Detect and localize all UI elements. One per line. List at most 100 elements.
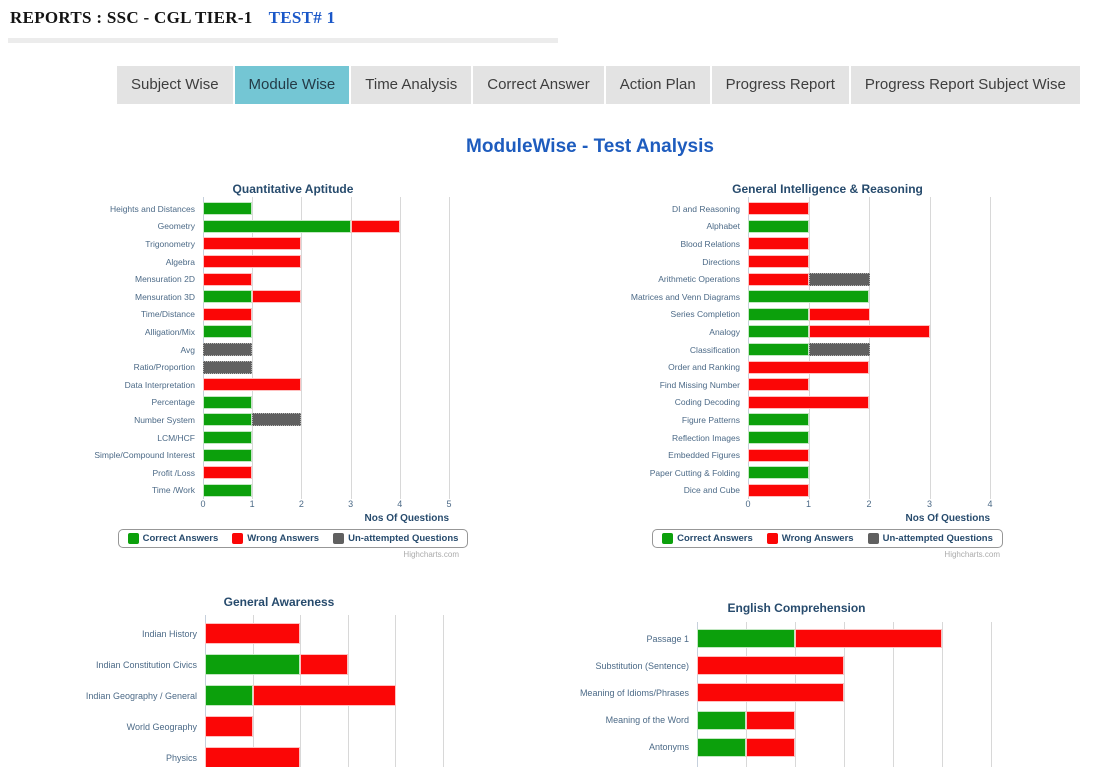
category-label: Substitution (Sentence) bbox=[585, 661, 689, 671]
chart-general-intelligence-reasoning: General Intelligence & Reasoning DI and R… bbox=[631, 179, 1005, 559]
bar-segment-wrong bbox=[203, 378, 301, 392]
category-label-text: Dice and Cube bbox=[683, 485, 740, 496]
bar-row: Trigonometry bbox=[118, 235, 468, 253]
legend-item[interactable]: Correct Answers bbox=[662, 533, 753, 545]
category-label-text: Time /Work bbox=[152, 485, 195, 496]
bar-row: Mensuration 2D bbox=[118, 270, 468, 288]
bar-segment-wrong bbox=[748, 272, 809, 286]
bar-segment-wrong bbox=[203, 307, 252, 321]
legend-label: Correct Answers bbox=[142, 533, 219, 545]
bar-stack bbox=[203, 395, 252, 409]
bar-segment-correct bbox=[748, 307, 809, 321]
bar-segment-wrong bbox=[795, 629, 942, 649]
page-header: REPORTS : SSC - CGL TIER-1 TEST# 1 bbox=[10, 8, 335, 28]
bar-row: Meaning of the Word bbox=[585, 707, 1008, 734]
bar-segment-correct bbox=[203, 413, 252, 427]
category-label-text: Matrices and Venn Diagrams bbox=[630, 291, 740, 302]
tab-progress-report-subject-wise[interactable]: Progress Report Subject Wise bbox=[850, 66, 1080, 104]
category-label: Meaning of the Word bbox=[585, 715, 689, 725]
category-label: Reflection Images bbox=[650, 433, 740, 443]
bar-stack bbox=[748, 466, 809, 480]
bar-stack bbox=[748, 483, 809, 497]
bar-segment-wrong bbox=[748, 378, 809, 392]
bar-segment-wrong bbox=[748, 237, 809, 251]
bar-stack bbox=[697, 710, 795, 730]
bar-segment-correct bbox=[205, 654, 300, 675]
legend-item[interactable]: Un-attempted Questions bbox=[867, 533, 993, 545]
chart-plot-area: DI and Reasoning Alphabet Blood Relations D… bbox=[631, 197, 1005, 500]
bar-row: Heights and Distances bbox=[110, 200, 468, 218]
bar-row: Geometry bbox=[118, 218, 468, 236]
category-label-text: Mensuration 3D bbox=[134, 291, 195, 302]
bar-segment-wrong bbox=[748, 483, 809, 497]
bar-row: Meaning of Idioms/Phrases bbox=[580, 679, 1008, 706]
bar-segment-wrong bbox=[748, 395, 869, 409]
category-label-text: Find Missing Number bbox=[659, 379, 740, 390]
bar-segment-wrong bbox=[748, 202, 809, 216]
tab-correct-answer[interactable]: Correct Answer bbox=[473, 66, 604, 104]
tab-progress-report[interactable]: Progress Report bbox=[711, 66, 849, 104]
bar-stack bbox=[203, 431, 252, 445]
bar-stack bbox=[203, 307, 252, 321]
bar-segment-correct bbox=[203, 395, 252, 409]
bar-stack bbox=[203, 378, 301, 392]
bar-row: Directions bbox=[650, 253, 1005, 271]
bar-stack bbox=[748, 360, 869, 374]
bar-segment-wrong bbox=[809, 307, 870, 321]
x-axis-tick: 1 bbox=[249, 499, 255, 510]
category-label: Order and Ranking bbox=[650, 362, 740, 372]
category-label: DI and Reasoning bbox=[650, 204, 740, 214]
bar-row: Analogy bbox=[650, 323, 1005, 341]
bar-stack bbox=[748, 343, 870, 357]
bar-row: Paper Cutting & Folding bbox=[650, 464, 1005, 482]
bar-segment-un-attempted bbox=[203, 343, 252, 357]
bar-row: Find Missing Number bbox=[650, 376, 1005, 394]
tab-module-wise[interactable]: Module Wise bbox=[234, 66, 350, 104]
bar-segment-correct bbox=[203, 431, 252, 445]
x-axis-tick: 3 bbox=[926, 499, 933, 510]
gridline bbox=[991, 622, 992, 767]
bar-stack bbox=[748, 272, 870, 286]
category-label: Trigonometry bbox=[118, 239, 195, 249]
category-label-text: Figure Patterns bbox=[681, 414, 740, 425]
bar-stack bbox=[697, 656, 844, 676]
bar-stack bbox=[203, 413, 301, 427]
category-label-text: Mensuration 2D bbox=[134, 274, 195, 285]
header-divider bbox=[8, 38, 558, 43]
bar-segment-correct bbox=[748, 431, 809, 445]
legend-item[interactable]: Un-attempted Questions bbox=[333, 533, 458, 545]
legend-item[interactable]: Correct Answers bbox=[127, 533, 219, 545]
legend-swatch bbox=[127, 533, 139, 545]
bar-stack bbox=[203, 202, 252, 216]
bar-stack bbox=[205, 685, 396, 706]
gridline bbox=[252, 197, 254, 500]
bar-stack bbox=[203, 360, 252, 374]
category-label: Passage 1 bbox=[585, 634, 689, 644]
bar-row: Reflection Images bbox=[650, 429, 1005, 447]
bar-stack bbox=[748, 237, 809, 251]
category-label-text: Series Completion bbox=[670, 309, 740, 320]
legend-item[interactable]: Wrong Answers bbox=[232, 533, 319, 545]
category-label-text: Meaning of the Word bbox=[605, 715, 689, 726]
tab-action-plan[interactable]: Action Plan bbox=[605, 66, 710, 104]
test-number-link[interactable]: TEST# 1 bbox=[268, 8, 336, 27]
bar-segment-un-attempted bbox=[809, 272, 870, 286]
tab-time-analysis[interactable]: Time Analysis bbox=[351, 66, 472, 104]
bar-stack bbox=[748, 290, 869, 304]
tab-subject-wise[interactable]: Subject Wise bbox=[117, 66, 233, 104]
bar-stack bbox=[203, 448, 252, 462]
x-axis-tick: 0 bbox=[745, 499, 751, 510]
bar-stack bbox=[203, 255, 301, 269]
bar-row: Profit /Loss bbox=[118, 464, 468, 482]
chart-quantitative-aptitude: Quantitative Aptitude Heights and Distanc… bbox=[94, 179, 469, 559]
bar-row: Blood Relations bbox=[650, 235, 1005, 253]
bar-stack bbox=[748, 448, 809, 462]
bar-row: Arithmetic Operations bbox=[650, 270, 1005, 288]
category-label: Percentage bbox=[118, 397, 195, 407]
bar-row: Avg bbox=[118, 341, 468, 359]
bar-row: Substitution (Sentence) bbox=[585, 652, 1008, 679]
legend-item[interactable]: Wrong Answers bbox=[766, 533, 854, 545]
legend: Correct Answers Wrong Answers Un-attempted… bbox=[117, 529, 469, 549]
category-label-text: Substitution (Sentence) bbox=[595, 660, 689, 671]
category-label-text: Meaning of Idioms/Phrases bbox=[579, 687, 689, 698]
